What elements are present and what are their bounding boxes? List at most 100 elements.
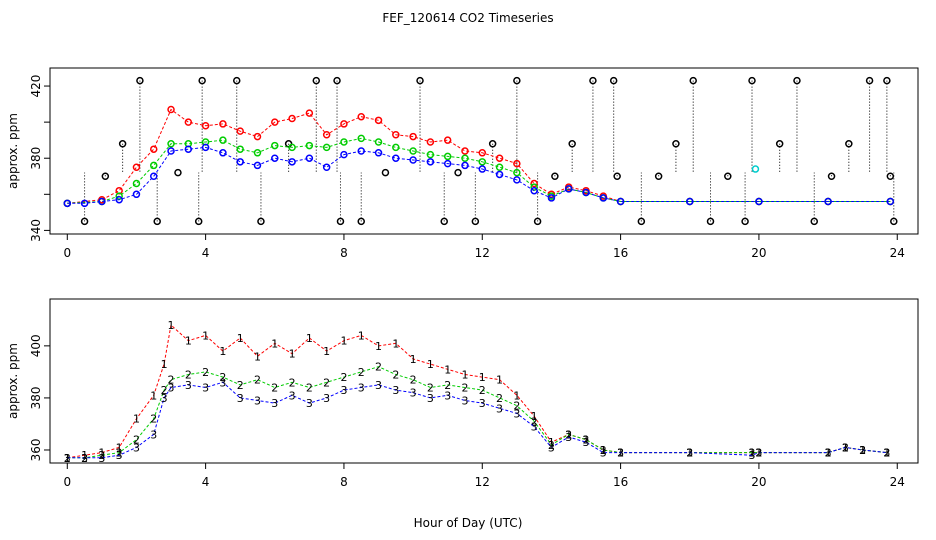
bottom-series-s3-point: 3 bbox=[271, 397, 278, 410]
bottom-series-s1-point: 1 bbox=[461, 368, 468, 381]
top-series-s3-point bbox=[426, 158, 435, 166]
bottom-series-s1-point: 1 bbox=[202, 329, 209, 342]
bottom-series-s1-point: 1 bbox=[479, 371, 486, 384]
top-raw-point bbox=[312, 76, 321, 85]
top-series-s3-point bbox=[461, 161, 469, 170]
top-x-tick-label: 12 bbox=[475, 246, 490, 260]
bottom-series-s1-point: 1 bbox=[289, 348, 296, 361]
top-panel: approx. ppm 0 4 8 12 16 20 24 340 380 420 bbox=[6, 67, 919, 260]
bottom-series-s3-point: 3 bbox=[64, 452, 71, 465]
top-series-s1-point bbox=[201, 121, 210, 130]
top-raw-point bbox=[883, 76, 891, 85]
top-series-s1-point bbox=[495, 154, 504, 162]
bottom-series-s1-point: 1 bbox=[81, 449, 88, 462]
top-data-marks bbox=[63, 76, 898, 226]
top-series-s4-point bbox=[751, 165, 760, 173]
top-series-s3-point bbox=[63, 199, 72, 208]
top-y-axis-label: approx. ppm bbox=[6, 113, 20, 189]
bottom-series-s2-point: 2 bbox=[306, 382, 313, 395]
bottom-series-s2-point: 2 bbox=[168, 374, 175, 387]
top-series-s1-point bbox=[253, 132, 262, 141]
bottom-series-s2-point: 2 bbox=[185, 368, 192, 381]
top-series-s2-point bbox=[253, 149, 262, 157]
bottom-series-s3-point: 3 bbox=[513, 408, 520, 421]
bottom-series-s2-point: 2 bbox=[358, 366, 365, 379]
top-raw-point bbox=[454, 168, 462, 177]
bottom-series-s1-point: 1 bbox=[133, 413, 140, 426]
bottom-series-s3-point: 3 bbox=[358, 382, 365, 395]
bottom-series-s3-point: 3 bbox=[461, 395, 468, 408]
bottom-series-s1-point: 1 bbox=[358, 329, 365, 342]
bottom-series-s3-point: 3 bbox=[444, 389, 451, 402]
top-series-s3-point bbox=[530, 186, 538, 195]
bottom-series-s3-line bbox=[67, 381, 887, 459]
top-series-s1-point bbox=[392, 131, 400, 139]
bottom-series-s2-point: 2 bbox=[461, 382, 468, 395]
top-y-tick-label: 340 bbox=[29, 219, 43, 242]
bottom-series-s2-point: 2 bbox=[150, 413, 157, 426]
top-raw-point bbox=[257, 217, 265, 226]
bottom-series-s2-point: 2 bbox=[237, 379, 244, 392]
bottom-series-s1-point: 1 bbox=[548, 436, 555, 449]
top-series-s3-point bbox=[564, 185, 573, 193]
top-series-s1-point bbox=[374, 116, 383, 125]
top-series-s3-point bbox=[495, 170, 504, 179]
bottom-y-tick-label: 400 bbox=[29, 334, 43, 357]
top-raw-point bbox=[533, 217, 542, 226]
bottom-series-s3-point: 3 bbox=[548, 441, 555, 454]
top-raw-point bbox=[513, 76, 521, 85]
bottom-series-s3-point: 3 bbox=[600, 447, 607, 460]
bottom-series-s3-point: 3 bbox=[825, 447, 832, 460]
top-series-s3-point bbox=[132, 190, 141, 199]
bottom-series-s1-point: 1 bbox=[150, 389, 157, 402]
top-raw-point bbox=[416, 76, 424, 85]
top-series-s3-point bbox=[167, 147, 175, 155]
bottom-series-s1-point: 1 bbox=[116, 441, 123, 454]
bottom-series-s1-point: 1 bbox=[161, 358, 168, 371]
top-series-s2-point bbox=[132, 179, 141, 188]
bottom-series-s2-line bbox=[67, 366, 887, 459]
top-raw-point bbox=[333, 76, 341, 85]
top-series-s2-point bbox=[392, 143, 400, 152]
bottom-series-s3-point: 3 bbox=[289, 389, 296, 402]
top-series-s3-point bbox=[149, 172, 158, 181]
top-series-s2-point bbox=[149, 161, 158, 170]
bottom-series-s1-point: 1 bbox=[64, 452, 71, 465]
top-series-s1-point bbox=[167, 105, 175, 114]
top-raw-point bbox=[118, 140, 127, 148]
top-series-s2-point bbox=[305, 141, 314, 150]
top-series-s2-point bbox=[409, 147, 417, 155]
bottom-series-s3-point: 3 bbox=[749, 449, 756, 462]
bottom-series-s3-point: 3 bbox=[859, 444, 866, 457]
top-series-s1-point bbox=[271, 118, 279, 126]
bottom-x-tick-label: 24 bbox=[890, 475, 905, 489]
top-raw-point bbox=[865, 76, 874, 85]
bottom-series-s3-point: 3 bbox=[842, 441, 849, 454]
bottom-series-s3-point: 3 bbox=[161, 392, 168, 405]
top-series-s2-point bbox=[115, 192, 123, 200]
bottom-series-s2-point: 2 bbox=[444, 379, 451, 392]
bottom-series-s3-point: 3 bbox=[237, 392, 244, 405]
top-raw-point bbox=[101, 172, 110, 181]
bottom-series-s1-point: 1 bbox=[185, 335, 192, 348]
top-raw-point bbox=[381, 168, 390, 177]
top-raw-point bbox=[80, 217, 89, 226]
top-series-s2-point bbox=[288, 143, 296, 152]
bottom-series-s2-point: 2 bbox=[323, 376, 330, 389]
bottom-series-s1-point: 1 bbox=[883, 447, 890, 460]
bottom-series-s3-point: 3 bbox=[116, 449, 123, 462]
top-series-s1-point bbox=[513, 159, 521, 168]
top-raw-point bbox=[153, 217, 161, 226]
bottom-series-s3-point: 3 bbox=[81, 452, 88, 465]
top-raw-point bbox=[637, 217, 646, 226]
bottom-series-s2-point: 2 bbox=[116, 447, 123, 460]
top-y-tick-label: 380 bbox=[29, 147, 43, 170]
top-y-tick-label: 420 bbox=[29, 75, 43, 98]
bottom-series-s3-point: 3 bbox=[686, 447, 693, 460]
bottom-series-s2-point: 2 bbox=[531, 415, 538, 428]
bottom-series-s1-point: 1 bbox=[427, 358, 434, 371]
top-series-s3-point bbox=[443, 159, 452, 168]
top-series-s3-point bbox=[374, 149, 383, 157]
